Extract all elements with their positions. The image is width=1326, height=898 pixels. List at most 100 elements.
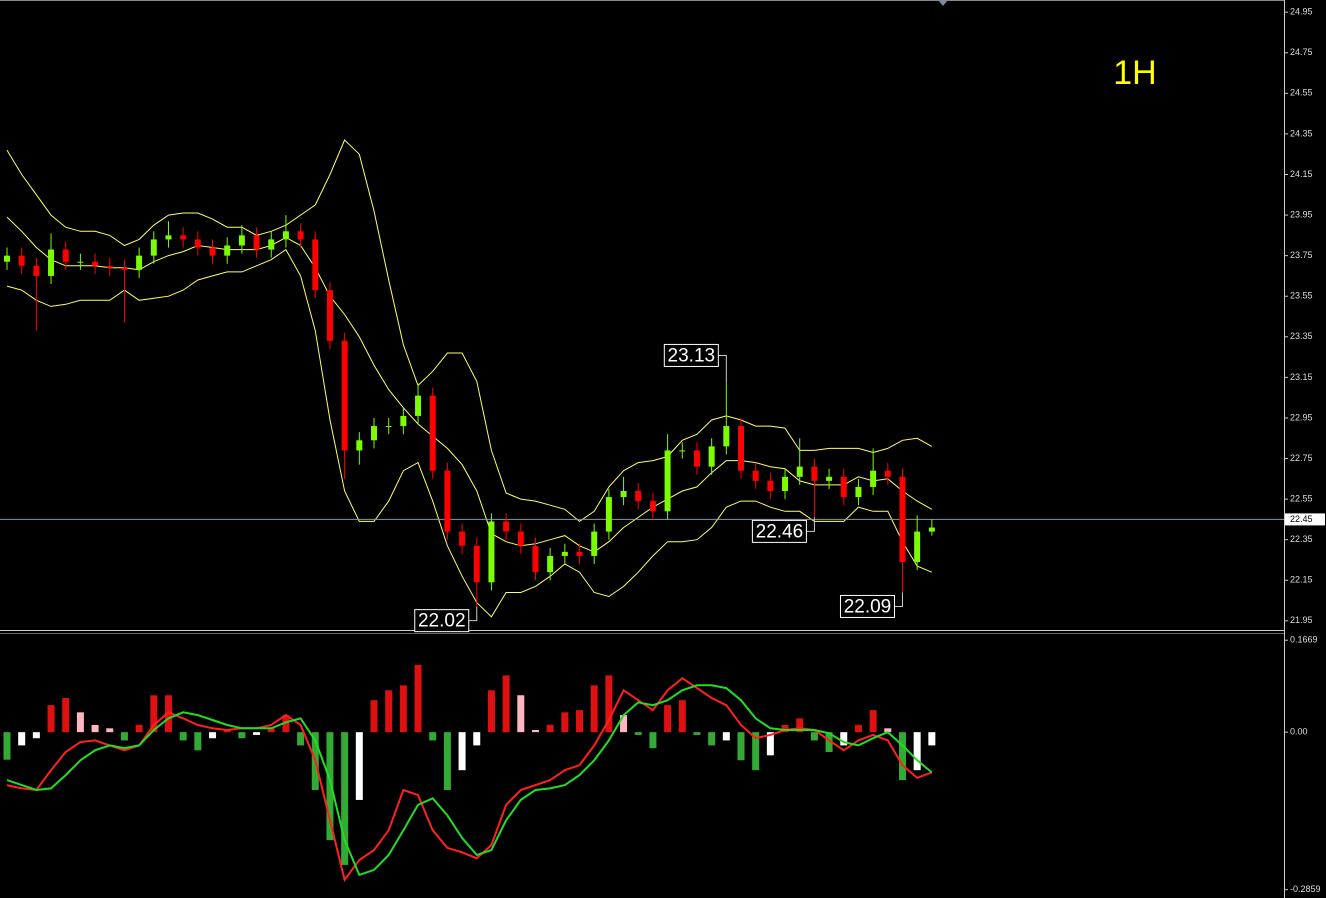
candle-body: [547, 555, 554, 573]
candle-body: [341, 340, 348, 451]
histogram-bar: [282, 715, 290, 733]
y-tick-label: 23.75: [1290, 250, 1313, 260]
histogram-bar: [209, 732, 217, 739]
candle-body: [899, 476, 906, 563]
histogram-bar: [898, 732, 906, 781]
candle-body: [356, 440, 363, 451]
candle-body: [840, 476, 847, 498]
candle-body: [33, 265, 40, 276]
histogram-bar: [737, 732, 745, 761]
macd-line: [6, 676, 933, 883]
current-price-label: 22.45: [1290, 514, 1313, 524]
candle-body: [180, 235, 187, 240]
histogram-bar: [47, 705, 55, 733]
candle-body: [693, 450, 700, 467]
y-tick-label: 22.55: [1290, 493, 1313, 503]
candle-body: [400, 415, 407, 427]
histogram-bar: [267, 728, 275, 733]
candle-body: [914, 531, 921, 563]
histogram-bar: [796, 718, 804, 733]
candle-body: [194, 239, 201, 248]
y-tick-label: 23.15: [1290, 372, 1313, 382]
histogram-bar: [531, 729, 539, 733]
histogram-bar: [722, 732, 730, 741]
histogram-bar: [678, 700, 686, 733]
candle-body: [576, 551, 583, 556]
candle-body: [224, 245, 231, 256]
candle-body: [415, 395, 422, 416]
y-tick-label: -0.2859: [1290, 884, 1321, 894]
candle-body: [429, 395, 436, 471]
annotation-leader: [718, 354, 727, 382]
histogram-bar: [840, 732, 848, 746]
candle-body: [855, 486, 862, 498]
candle-body: [679, 450, 686, 452]
histogram-bar: [825, 732, 833, 753]
y-tick-label: 0.1669: [1290, 635, 1318, 645]
candle-body: [561, 551, 568, 556]
histogram-bar: [649, 732, 657, 749]
candle-body: [268, 239, 275, 250]
y-tick-label: 23.35: [1290, 331, 1313, 341]
annotation-box: [663, 343, 719, 367]
candle-body: [591, 531, 598, 556]
histogram-bar: [32, 732, 40, 739]
timeframe-label: 1H: [1113, 54, 1156, 92]
histogram-bar: [135, 725, 143, 733]
histogram-bar: [884, 728, 892, 733]
histogram-bar: [634, 732, 642, 735]
histogram-bar: [546, 725, 554, 733]
histogram-bar: [605, 675, 613, 733]
histogram-bar: [487, 690, 495, 733]
middle-line: [6, 216, 933, 553]
candle-body: [884, 470, 891, 477]
y-tick-label: 22.35: [1290, 534, 1313, 544]
histogram-bar: [913, 732, 921, 771]
candle-body: [150, 239, 157, 256]
candle-body: [811, 466, 818, 481]
histogram-bar: [443, 732, 451, 791]
candle-body: [92, 261, 99, 266]
histogram-bar: [664, 705, 672, 733]
annotation-box: [839, 594, 895, 618]
candle-body: [605, 497, 612, 532]
histogram-bar: [326, 732, 334, 841]
annotation-leader: [806, 517, 815, 532]
candle-body: [136, 255, 143, 270]
y-tick-label: 21.95: [1290, 615, 1313, 625]
y-tick-label: 24.15: [1290, 169, 1313, 179]
signal-line: [6, 684, 933, 877]
annotation-label: 22.02: [418, 611, 466, 632]
histogram-bar: [3, 732, 11, 760]
candle-body: [121, 267, 128, 270]
candle-body: [664, 450, 671, 512]
current-price-box: [1285, 513, 1325, 526]
candle-body: [767, 480, 774, 492]
y-tick-label: 0.00: [1290, 727, 1308, 737]
y-tick-label: 22.75: [1290, 453, 1313, 463]
histogram-bar: [238, 732, 246, 739]
annotation-label: 22.09: [844, 596, 892, 617]
histogram-bar: [194, 732, 202, 751]
histogram-bar: [341, 732, 349, 865]
candle-body: [473, 545, 480, 583]
candle-body: [209, 247, 216, 256]
candle-body: [106, 265, 113, 268]
candle-body: [532, 545, 539, 573]
annotation-label: 23.13: [668, 345, 716, 366]
y-tick-label: 24.55: [1290, 88, 1313, 98]
y-tick-label: 22.15: [1290, 575, 1313, 585]
histogram-bar: [223, 729, 231, 733]
candle-body: [826, 476, 833, 481]
histogram-bar: [91, 725, 99, 733]
candle-body: [782, 476, 789, 492]
histogram-bar: [473, 732, 481, 746]
histogram-bar: [517, 695, 525, 733]
histogram-bar: [561, 712, 569, 733]
candle-body: [371, 426, 377, 441]
upper-line: [6, 139, 933, 523]
histogram-bar: [693, 732, 701, 735]
candle-body: [165, 235, 172, 240]
